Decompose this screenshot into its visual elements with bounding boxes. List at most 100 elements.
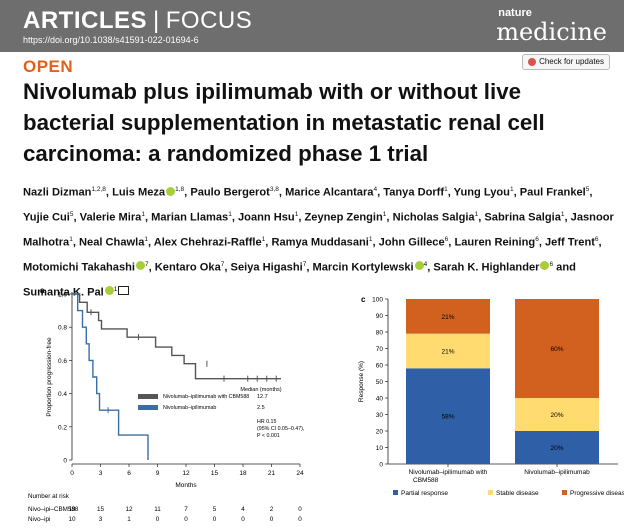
at-risk-value: 0 xyxy=(213,516,217,523)
x-tick-label: 15 xyxy=(211,470,219,477)
at-risk-value: 0 xyxy=(156,516,160,523)
author-affiliation: 3,8 xyxy=(269,186,279,193)
at-risk-label: Nivo–ipi–CBM588 xyxy=(28,506,79,513)
author-name[interactable]: Sabrina Salgia xyxy=(484,211,561,224)
km-curve-series-1 xyxy=(72,293,281,380)
bar-value-label: 60% xyxy=(550,346,563,353)
author-affiliation: 1 xyxy=(444,186,448,193)
author-affiliation: 1 xyxy=(141,210,145,218)
orcid-icon[interactable] xyxy=(414,261,424,271)
x-tick-label: 21 xyxy=(268,470,276,477)
author-name[interactable]: Nazli Dizman xyxy=(23,186,92,199)
author-affiliation: 6 xyxy=(444,235,449,243)
at-risk-value: 11 xyxy=(154,506,161,513)
author-name[interactable]: Lauren Reining xyxy=(454,236,536,249)
x-tick-label: 24 xyxy=(296,470,304,477)
author-affiliation: 1,8 xyxy=(175,186,185,193)
kicker-articles: ARTICLES xyxy=(23,7,147,34)
panel-label: c xyxy=(361,295,366,304)
bar-plot-layer: c 0 10 20 30 40 50 60 70 80 90 100 Response (%) 58% 21… xyxy=(358,295,624,497)
km-chart: a00.20.40.60.81.00 3 6 9 12 15 18 21 24MonthsPro… xyxy=(28,286,304,523)
x-tick-label: 0 xyxy=(70,470,74,477)
author-name[interactable]: Motomichi Takahashi xyxy=(23,261,135,274)
section-kicker: ARTICLES | FOCUS xyxy=(23,7,252,35)
mail-icon[interactable] xyxy=(118,286,130,296)
author-name[interactable]: Joann Hsu xyxy=(238,211,295,224)
author-affiliation: 7 xyxy=(144,260,149,268)
orcid-icon[interactable] xyxy=(166,186,176,196)
author-name[interactable]: John Gillece xyxy=(378,236,445,249)
author-affiliation: 1 xyxy=(474,210,479,218)
author-name[interactable]: Sarah K. Highlander xyxy=(433,261,540,274)
at-risk-value: 0 xyxy=(270,516,274,523)
legend-median: 2.5 xyxy=(257,405,265,411)
author-name[interactable]: Tanya Dorff xyxy=(383,186,445,199)
orcid-icon[interactable] xyxy=(135,261,145,271)
journal-logo-small: nature xyxy=(498,7,532,19)
bar-value-label: 58% xyxy=(441,414,454,421)
orcid-icon[interactable] xyxy=(540,261,550,271)
author-name[interactable]: Alex Chehrazi-Raffle xyxy=(153,236,262,249)
legend-label: Stable disease xyxy=(496,490,539,497)
author-name[interactable]: Jeff Trent xyxy=(544,236,595,249)
x-tick-label: 12 xyxy=(182,470,190,477)
at-risk-value: 7 xyxy=(184,506,188,513)
legend-median: 12.7 xyxy=(257,394,268,400)
km-curve-series-2 xyxy=(72,293,149,460)
legend-swatch xyxy=(488,490,493,495)
open-access-label: OPEN xyxy=(23,57,74,76)
y-tick-label: 40 xyxy=(376,396,384,403)
x-tick-label: 9 xyxy=(156,470,160,477)
at-risk-header: Number at risk xyxy=(28,493,70,500)
at-risk-value: 10 xyxy=(68,516,76,523)
journal-logo-big: medicine xyxy=(496,18,607,46)
author-name[interactable]: Seiya Higashi xyxy=(230,261,303,274)
author-affiliation: 1 xyxy=(560,210,565,218)
y-tick-label: 0.8 xyxy=(58,325,67,332)
author-list: Nazli Dizman1,2,8, Luis Meza 1,8, Paulo B… xyxy=(23,186,614,299)
y-tick-label: 70 xyxy=(376,346,384,353)
hazard-ratio-text: P < 0.001 xyxy=(257,433,280,439)
y-tick-label: 0.6 xyxy=(58,358,67,365)
author-affiliation: 1,2,8 xyxy=(91,186,106,193)
author-name[interactable]: Marian Llamas xyxy=(151,211,229,224)
author-name[interactable]: Marice Alcantara xyxy=(285,186,374,199)
doi-link[interactable]: https://doi.org/10.1038/s41591-022-01694… xyxy=(23,35,199,45)
author-name[interactable]: Zeynep Zengin xyxy=(304,211,383,224)
at-risk-value: 2 xyxy=(270,506,274,513)
orcid-icon[interactable] xyxy=(104,286,114,296)
legend-header: Median (months) xyxy=(240,387,281,393)
author-name[interactable]: Nicholas Salgia xyxy=(392,211,475,224)
x-axis-label: Months xyxy=(175,482,197,489)
author-name[interactable]: Valerie Mira xyxy=(79,211,142,224)
x-category-label: Nivolumab–ipilimumab xyxy=(524,469,590,476)
at-risk-value: 4 xyxy=(241,506,245,513)
x-tick-label: 3 xyxy=(99,470,103,477)
update-icon xyxy=(528,58,537,66)
x-tick-label: 6 xyxy=(127,470,131,477)
author-name[interactable]: Jasnoor Malhotra xyxy=(23,211,614,249)
author-affiliation: 1 xyxy=(113,285,118,293)
check-updates-button[interactable]: Check for updates xyxy=(522,54,610,70)
author-name[interactable]: Marcin Kortylewski xyxy=(312,261,414,274)
author-name[interactable]: Paul Frankel xyxy=(519,186,586,199)
bar-value-label: 20% xyxy=(550,445,563,452)
author-name[interactable]: Yujie Cui xyxy=(23,211,70,224)
author-name[interactable]: Ramya Muddasani xyxy=(271,236,369,249)
author-name[interactable]: Kentaro Oka xyxy=(154,261,221,274)
y-axis-label: Response (%) xyxy=(358,361,365,402)
author-name[interactable]: Luis Meza xyxy=(112,186,166,199)
author-name[interactable]: Neal Chawla xyxy=(79,236,145,249)
legend-label: Nivolumab–ipilimumab with CBM588 xyxy=(163,394,249,400)
author-name[interactable]: Sumanta K. Pal xyxy=(23,286,104,299)
bar-segment xyxy=(406,299,490,334)
author-affiliation: 5 xyxy=(585,186,590,193)
author-name[interactable]: Yung Lyou xyxy=(453,186,510,199)
at-risk-value: 3 xyxy=(99,516,103,523)
author-name[interactable]: Paulo Bergerot xyxy=(190,186,270,199)
author-affiliation: 4 xyxy=(373,186,378,193)
y-tick-label: 20 xyxy=(376,429,384,436)
author-affiliation: 1 xyxy=(261,235,266,243)
y-tick-label: 90 xyxy=(376,313,384,320)
response-bar-chart: c 0 10 20 30 40 50 60 70 80 90 100 Response (%) 58% 21… xyxy=(358,295,624,497)
